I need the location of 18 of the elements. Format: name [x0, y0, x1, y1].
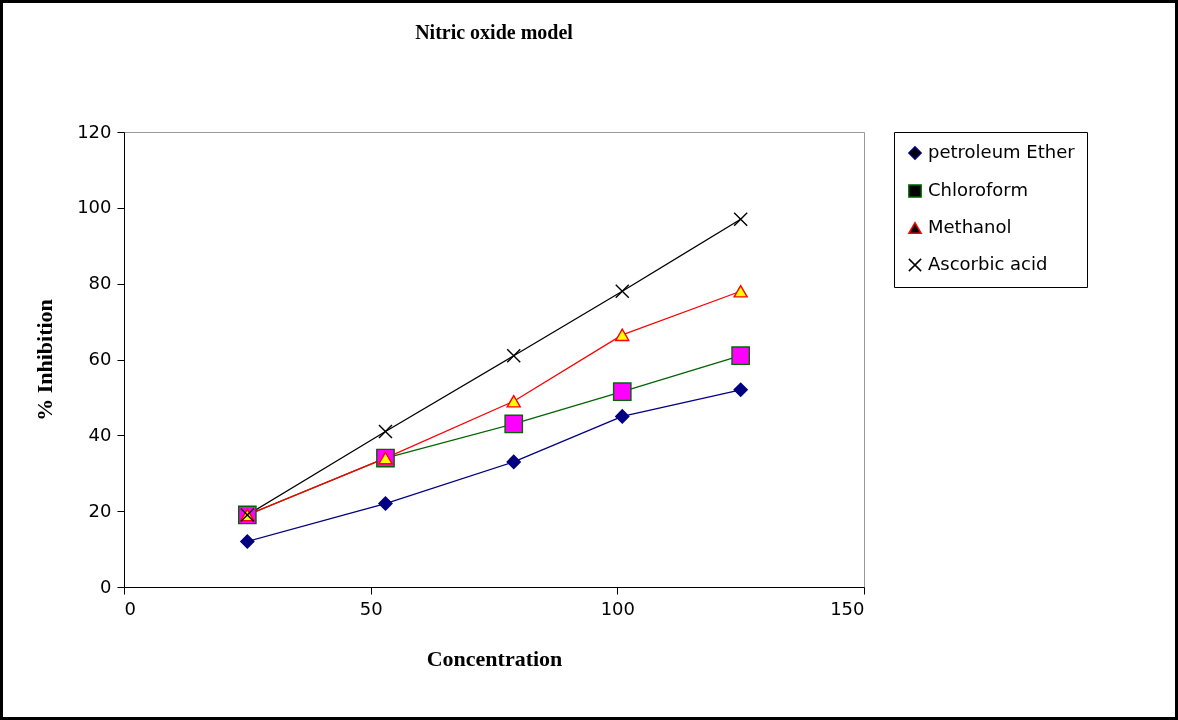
legend-label: Chloroform	[928, 179, 1028, 200]
y-axis-title: % Inhibition	[32, 299, 58, 421]
y-tick-label: 100	[77, 196, 112, 218]
y-tick-label: 40	[88, 423, 112, 445]
y-tick-label: 20	[88, 499, 112, 521]
legend-label: Methanol	[928, 216, 1012, 237]
x-axis-title: Concentration	[426, 645, 563, 671]
chart-title: Nitric oxide model	[415, 21, 574, 43]
y-tick-label: 0	[100, 575, 112, 597]
y-tick-label: 80	[88, 272, 112, 294]
legend-label: Ascorbic acid	[928, 253, 1048, 274]
x-tick-label: 150	[830, 597, 865, 619]
y-tick-label: 120	[77, 120, 112, 142]
legend-label: petroleum Ether	[928, 141, 1076, 162]
x-tick-label: 0	[124, 597, 136, 619]
y-tick-label: 60	[88, 348, 112, 369]
x-tick-label: 100	[600, 597, 636, 619]
x-tick-label: 50	[359, 597, 383, 619]
